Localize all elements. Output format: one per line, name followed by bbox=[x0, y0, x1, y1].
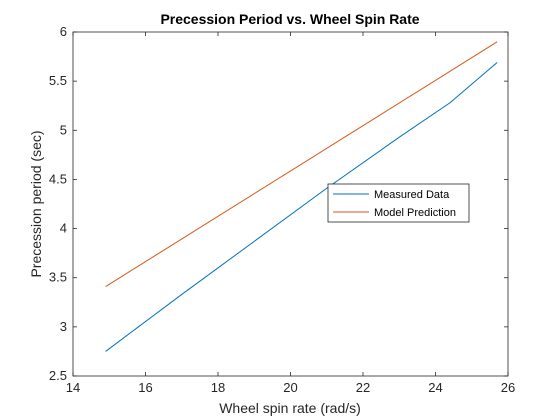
series-lines bbox=[105, 41, 498, 352]
y-tick-label: 3.5 bbox=[49, 270, 67, 285]
y-tick-label: 5.5 bbox=[49, 73, 67, 88]
legend: Measured Data Model Prediction bbox=[327, 183, 470, 223]
x-tick-label: 26 bbox=[501, 380, 515, 395]
x-tick-label: 16 bbox=[138, 380, 152, 395]
x-tick-label: 20 bbox=[283, 380, 297, 395]
y-tick-label: 2.5 bbox=[49, 368, 67, 383]
legend-label-measured: Measured Data bbox=[374, 189, 450, 201]
x-tick-label: 14 bbox=[66, 380, 80, 395]
series-line-model-prediction bbox=[105, 41, 498, 287]
y-tick-label: 5 bbox=[60, 122, 67, 137]
y-axis-label: Precession period (sec) bbox=[28, 130, 44, 277]
y-tick-label: 3 bbox=[60, 319, 67, 334]
x-tick-label: 18 bbox=[211, 380, 225, 395]
x-tick-label: 22 bbox=[356, 380, 370, 395]
x-axis-label: Wheel spin rate (rad/s) bbox=[219, 400, 361, 416]
legend-label-model: Model Prediction bbox=[374, 207, 456, 219]
y-tick-label: 6 bbox=[60, 24, 67, 39]
x-tick-label: 24 bbox=[428, 380, 442, 395]
y-tick-label: 4.5 bbox=[49, 171, 67, 186]
chart-title: Precession Period vs. Wheel Spin Rate bbox=[160, 11, 419, 27]
series-line-measured-data bbox=[105, 62, 498, 352]
legend-box bbox=[327, 183, 470, 223]
ticks: 14 16 18 20 22 24 26 2.5 3 3.5 4 4.5 5 5.5 6 bbox=[49, 24, 515, 395]
y-tick-label: 4 bbox=[60, 221, 67, 236]
axes-box bbox=[72, 31, 509, 377]
